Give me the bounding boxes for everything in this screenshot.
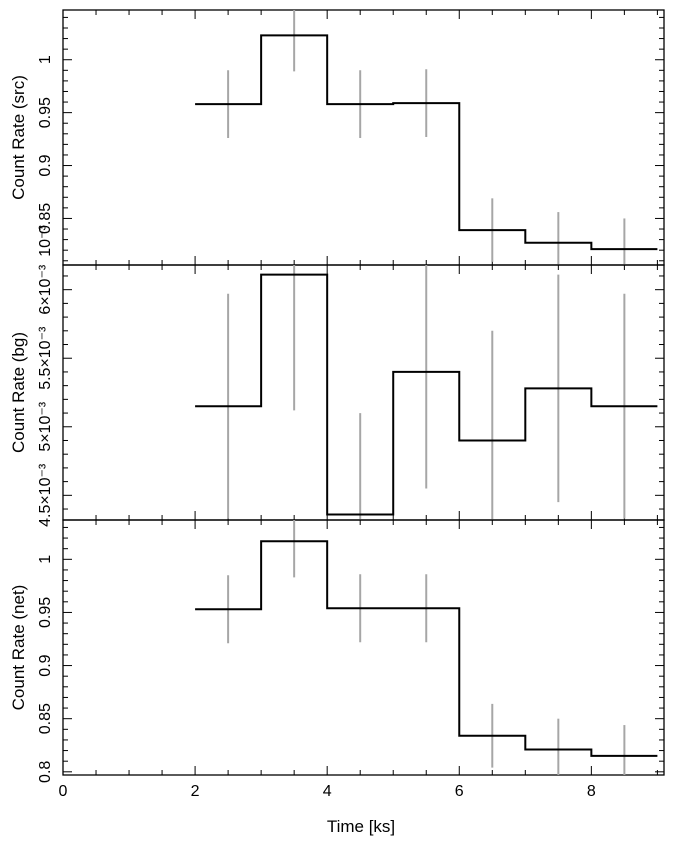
panel-bg: 4.5×10⁻³ 5×10⁻³ 5.5×10⁻³ 6×10⁻³ Count Rate (… xyxy=(9,264,665,527)
y-tick-label: 10⁻³ xyxy=(37,225,54,257)
plot-frame xyxy=(62,519,665,776)
plot-frame xyxy=(62,9,665,266)
x-tick-label: 6 xyxy=(455,783,464,800)
x-axis-label: Time [ks] xyxy=(327,817,395,836)
y-tick-label: 0.85 xyxy=(37,203,54,234)
plot-area xyxy=(195,520,658,775)
y-axis-label: Count Rate (net) xyxy=(9,585,28,711)
y-tick-label: 0.95 xyxy=(37,597,54,628)
y-tick-label: 0.95 xyxy=(37,97,54,128)
plot-frame xyxy=(62,264,665,521)
y-axis-label: Count Rate (bg) xyxy=(9,332,28,453)
x-tick-label: 0 xyxy=(59,783,68,800)
y-tick-label: 1 xyxy=(37,55,54,64)
x-tick-label: 4 xyxy=(323,783,332,800)
y-axis-label: Count Rate (src) xyxy=(9,75,28,200)
y-tick-label: 6×10⁻³ xyxy=(37,264,54,314)
panel-src: 0.85 0.9 0.95 1 10⁻³ Count Rate (src) xyxy=(9,9,665,266)
y-tick-label: 4.5×10⁻³ xyxy=(37,463,54,527)
y-tick-label: 5×10⁻³ xyxy=(37,401,54,451)
y-tick-label: 0.9 xyxy=(37,154,54,176)
step-line xyxy=(195,273,658,516)
y-tick-label: 0.9 xyxy=(37,654,54,676)
y-tick-label: 0.8 xyxy=(37,761,54,783)
step-line xyxy=(195,540,658,757)
panel-net: 0.8 0.85 0.9 0.95 1 Count Rate (net) 0 2 4 6 8 xyxy=(9,519,665,800)
x-tick-label: 2 xyxy=(191,783,200,800)
plot-area xyxy=(195,10,658,265)
plot-area xyxy=(195,265,658,520)
step-line xyxy=(195,34,658,251)
y-tick-label: 5.5×10⁻³ xyxy=(37,326,54,390)
y-tick-label: 1 xyxy=(37,555,54,564)
y-tick-label: 0.85 xyxy=(37,703,54,734)
x-tick-label: 8 xyxy=(587,783,596,800)
